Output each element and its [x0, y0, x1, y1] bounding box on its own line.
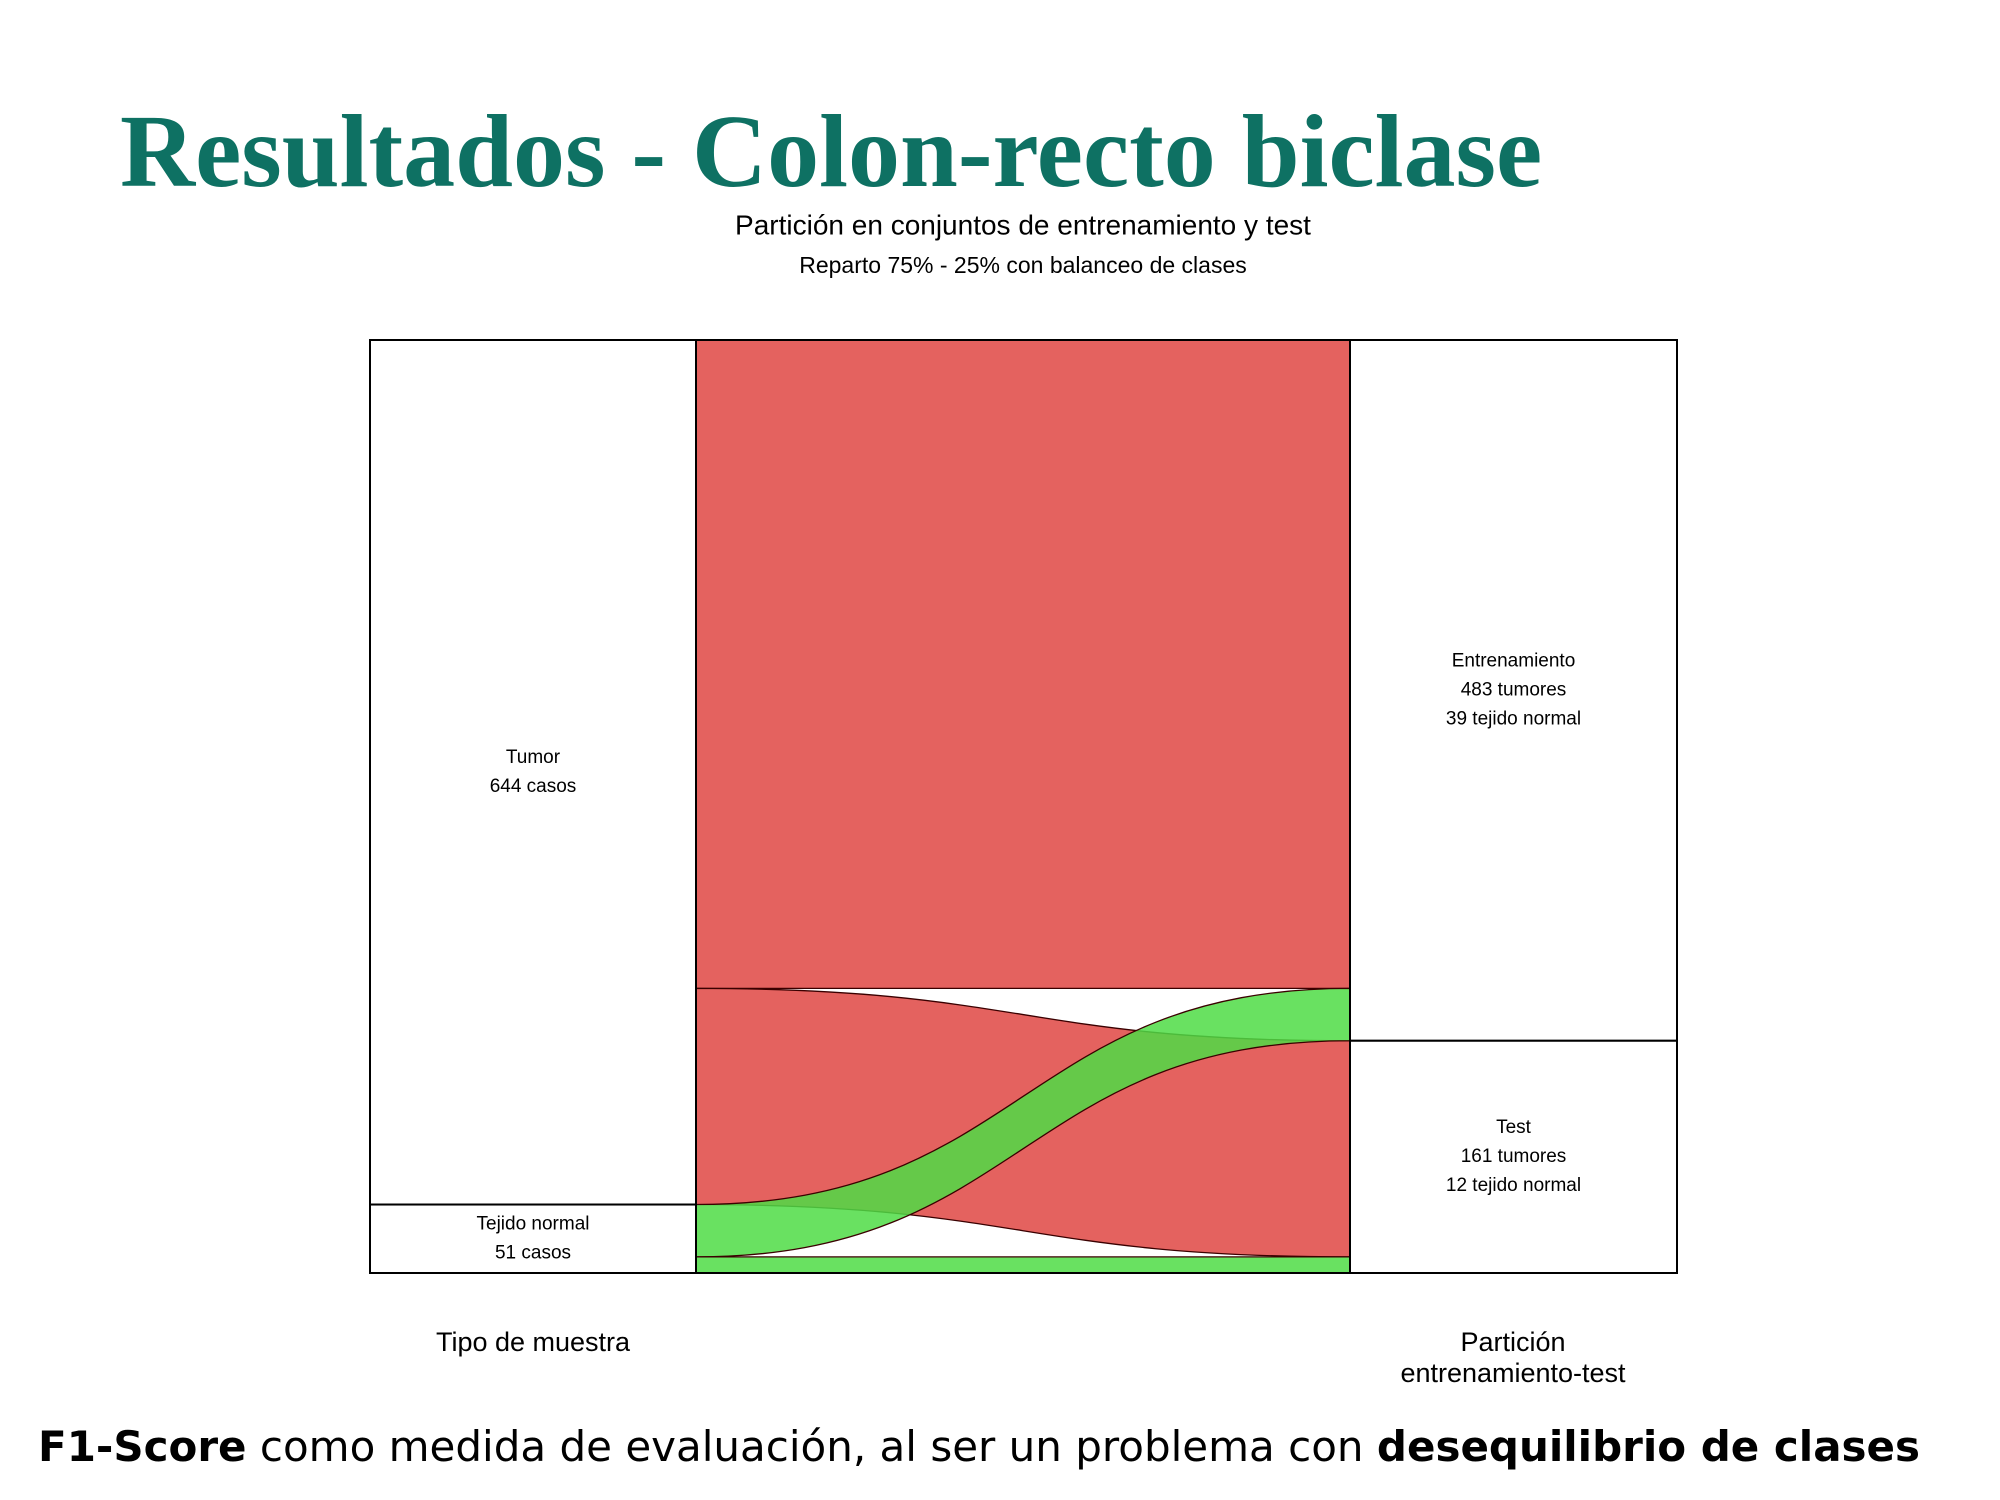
node — [1349, 339, 1678, 1042]
node-detail: 12 tejido normal — [1446, 1175, 1581, 1196]
axis-label: Tipo de muestra — [436, 1327, 631, 1357]
slide-title: Resultados - Colon-recto biclase — [120, 94, 1542, 209]
flow — [695, 339, 1351, 990]
axis-label: entrenamiento-test — [1400, 1358, 1626, 1388]
node-label: Entrenamiento — [1452, 650, 1576, 671]
node-detail: 51 casos — [495, 1242, 571, 1263]
node-label: Tumor — [506, 747, 561, 768]
footer: F1-Score como medida de evaluación, al s… — [38, 1422, 1920, 1471]
footer-bold: F1-Score — [38, 1422, 247, 1471]
flow — [695, 1256, 1351, 1274]
flows — [695, 339, 1351, 1274]
node-label: Test — [1496, 1117, 1532, 1138]
node — [369, 339, 697, 1206]
axis-label: Partición — [1460, 1327, 1565, 1357]
footer-bold: desequilibrio de clases — [1377, 1422, 1920, 1471]
node-detail: 483 tumores — [1461, 679, 1567, 700]
node-label: Tejido normal — [477, 1213, 590, 1234]
footer-text: como medida de evaluación, al ser un pro… — [247, 1422, 1377, 1471]
node — [1349, 1039, 1678, 1274]
nodes: Tumor 644 casos Tejido normal 51 casos Entre… — [369, 339, 1678, 1275]
node-detail: 39 tejido normal — [1446, 708, 1581, 729]
node — [369, 1203, 697, 1275]
flow-frame — [695, 339, 1351, 1274]
chart-title: Partición en conjuntos de entrenamiento … — [735, 209, 1311, 240]
node-detail: 644 casos — [490, 776, 577, 797]
chart-subtitle: Reparto 75% - 25% con balanceo de clases — [799, 252, 1247, 278]
node-detail: 161 tumores — [1461, 1146, 1567, 1167]
